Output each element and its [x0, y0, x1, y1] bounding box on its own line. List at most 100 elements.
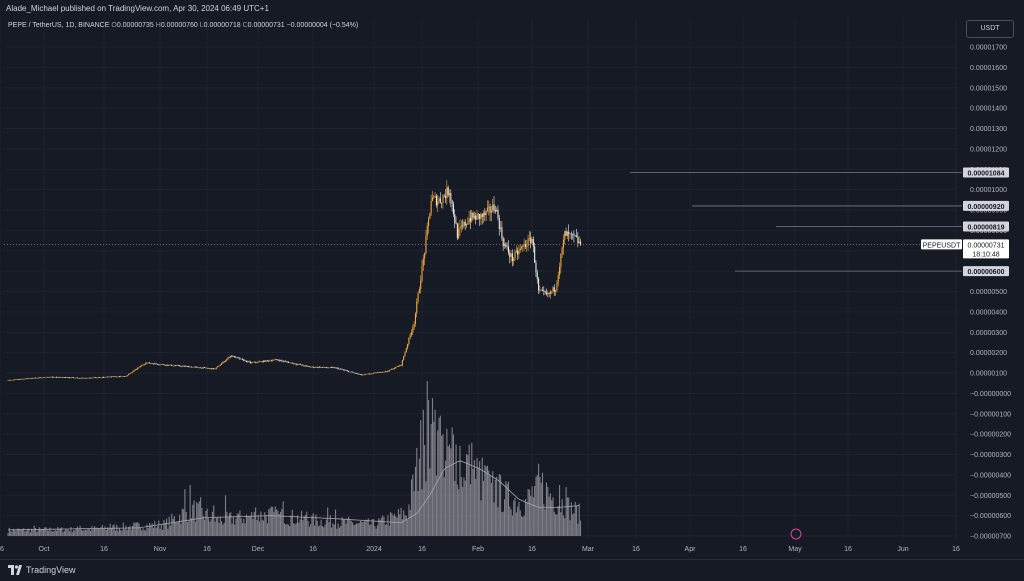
- volume-bar: [324, 524, 326, 536]
- volume-bar: [426, 381, 428, 536]
- candle-body: [210, 368, 212, 370]
- candle-body: [306, 365, 308, 367]
- volume-bar: [566, 497, 568, 536]
- volume-bar: [227, 517, 229, 536]
- candle-body: [270, 360, 272, 362]
- candle-body: [354, 372, 356, 374]
- price-chart[interactable]: 0.00001700 0.00001600 0.00001500 0.00001400…: [0, 18, 1024, 559]
- volume-bar: [67, 529, 69, 536]
- volume-bar: [31, 528, 33, 536]
- candle-body: [128, 374, 130, 376]
- volume-bar: [164, 522, 166, 536]
- volume-bar: [17, 528, 20, 536]
- current-price-label: 0.00000731: [968, 242, 1005, 249]
- volume-bar: [559, 485, 561, 536]
- candle-body: [186, 366, 189, 367]
- volume-bar: [74, 530, 76, 536]
- volume-bar: [534, 486, 536, 536]
- volume-bar: [59, 528, 61, 536]
- candle-body: [167, 364, 169, 366]
- volume-bar: [472, 468, 474, 536]
- candle-body: [38, 377, 41, 379]
- volume-bar: [469, 484, 472, 536]
- candle-body: [42, 377, 44, 379]
- volume-bar: [404, 515, 406, 536]
- volume-bar: [145, 530, 147, 536]
- volume-bar: [41, 528, 43, 536]
- volume-bar: [386, 524, 388, 536]
- candle-body: [238, 357, 240, 359]
- x-tick-label: 16: [952, 546, 960, 553]
- candle-body: [274, 359, 276, 360]
- candle-body: [113, 376, 115, 378]
- candle-body: [138, 366, 140, 368]
- volume-bar: [7, 532, 9, 536]
- volume-bar: [403, 510, 405, 536]
- x-tick-label: 16: [0, 546, 4, 553]
- volume-bar: [213, 505, 215, 536]
- candle-body: [88, 377, 90, 379]
- candle-body: [179, 365, 181, 367]
- candle-body: [332, 367, 334, 368]
- candle-body: [240, 358, 242, 360]
- volume-bar: [518, 501, 520, 536]
- candle-body: [348, 370, 350, 372]
- x-tick-label: May: [788, 546, 802, 553]
- volume-bar: [524, 499, 527, 536]
- candle-body: [79, 378, 81, 379]
- volume-bar: [399, 514, 401, 536]
- y-tick-label: 0.00000400: [970, 309, 1007, 316]
- candle-body: [526, 246, 528, 247]
- countdown-label: 18:10:48: [972, 251, 999, 258]
- candle-body: [14, 379, 16, 381]
- legend-close-label: C: [242, 22, 248, 29]
- volume-bar: [407, 519, 409, 536]
- symbol-tag-label: PEPEUSDT: [923, 242, 961, 249]
- price-level-label: 0.00000920: [968, 204, 1005, 211]
- candle-body: [452, 203, 454, 215]
- volume-bar: [110, 528, 113, 536]
- volume-bar: [565, 487, 567, 536]
- volume-bar: [506, 484, 508, 536]
- candle-body: [295, 364, 297, 365]
- volume-bar: [379, 519, 381, 536]
- candle-body: [497, 209, 499, 218]
- y-tick-label: −0.00000000: [970, 391, 1011, 398]
- candle-body: [344, 369, 346, 371]
- volume-bar: [521, 516, 523, 536]
- volume-bar: [107, 527, 109, 536]
- candle-body: [226, 358, 228, 361]
- candle-body: [541, 290, 544, 291]
- volume-bar: [279, 511, 282, 536]
- candle-body: [196, 366, 198, 368]
- candle-body: [425, 236, 427, 254]
- x-tick-label: 16: [418, 546, 426, 553]
- volume-bar: [120, 530, 122, 536]
- currency-selector[interactable]: USDT: [966, 20, 1014, 38]
- volume-bar: [286, 523, 288, 536]
- candle-body: [151, 363, 153, 365]
- volume-bar: [217, 517, 219, 536]
- candle-body: [477, 213, 479, 215]
- candle-body: [378, 372, 380, 373]
- volume-bar: [294, 524, 296, 536]
- candle-body: [283, 361, 286, 362]
- candle-body: [185, 366, 187, 367]
- volume-bar: [340, 525, 342, 536]
- volume-bar: [561, 499, 563, 536]
- candle-body: [159, 364, 161, 366]
- tradingview-brand[interactable]: TradingView: [26, 565, 76, 575]
- candle-body: [20, 378, 22, 380]
- volume-bar: [316, 520, 318, 536]
- tradingview-logo-icon[interactable]: [8, 565, 22, 575]
- volume-bar: [175, 522, 177, 536]
- volume-bar: [87, 528, 89, 536]
- volume-bar: [293, 523, 295, 536]
- volume-bar: [158, 520, 160, 536]
- candle-body: [169, 364, 172, 366]
- candle-body: [445, 196, 447, 199]
- candle-body: [392, 368, 394, 370]
- candle-body: [370, 373, 372, 375]
- volume-bar: [243, 518, 245, 536]
- volume-bar: [383, 517, 385, 536]
